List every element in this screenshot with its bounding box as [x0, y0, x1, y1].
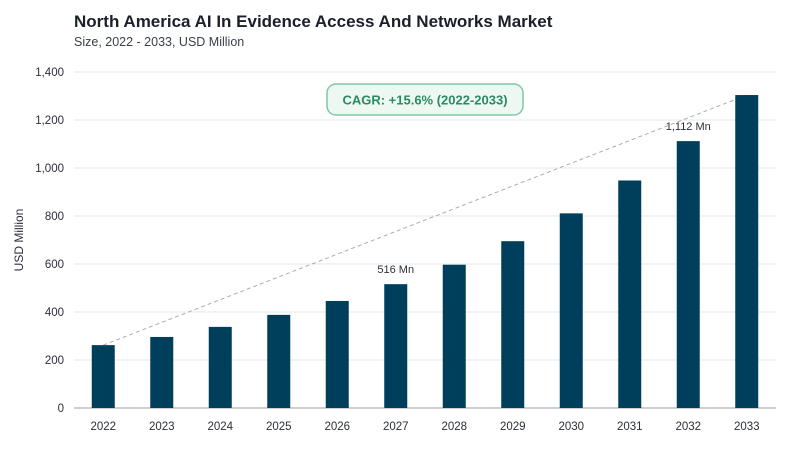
y-tick-label: 0 — [58, 403, 64, 415]
bar-2028 — [442, 264, 466, 408]
x-tick-label: 2031 — [617, 421, 643, 433]
trend-line-group — [103, 94, 747, 346]
x-tick-label: 2033 — [734, 421, 760, 433]
bar-2030 — [559, 213, 583, 408]
chart-title: North America AI In Evidence Access And … — [74, 12, 553, 31]
x-tick-label: 2024 — [207, 421, 233, 433]
y-tick-label: 1,200 — [35, 115, 64, 127]
gridlines — [74, 71, 776, 409]
cagr-annotation: CAGR: +15.6% (2022-2033) — [326, 83, 524, 116]
y-tick-label: 400 — [45, 307, 64, 319]
y-axis-ticks: 0 200 400 600 800 1,000 1,200 1,400 — [35, 67, 64, 415]
x-tick-label: 2026 — [324, 421, 350, 433]
bar-2029 — [501, 241, 525, 408]
x-tick-label: 2032 — [675, 421, 701, 433]
bar-2023 — [150, 336, 174, 408]
y-tick-label: 600 — [45, 259, 64, 271]
bar-2024 — [208, 326, 232, 408]
x-tick-label: 2023 — [149, 421, 175, 433]
bar-2026 — [325, 300, 349, 408]
data-labels: 516 Mn 1,112 Mn — [377, 121, 710, 276]
x-tick-label: 2022 — [90, 421, 116, 433]
x-tick-label: 2029 — [500, 421, 526, 433]
y-tick-label: 1,000 — [35, 163, 64, 175]
x-tick-label: 2028 — [441, 421, 467, 433]
x-tick-label: 2030 — [558, 421, 584, 433]
bars — [91, 95, 759, 408]
x-axis-ticks: 2022 2023 2024 2025 2026 2027 2028 2029 2030 2031… — [90, 421, 759, 433]
bar-2033 — [735, 95, 759, 408]
trend-line — [103, 94, 747, 346]
chart-subtitle: Size, 2022 - 2033, USD Million — [74, 35, 245, 49]
y-axis-label: USD Million — [12, 209, 26, 272]
bar-2027 — [384, 284, 408, 408]
x-tick-label: 2025 — [266, 421, 292, 433]
bar-2031 — [618, 180, 642, 408]
cagr-text: CAGR: +15.6% (2022-2033) — [342, 93, 507, 108]
y-tick-label: 800 — [45, 211, 64, 223]
data-label: 516 Mn — [377, 264, 414, 276]
y-tick-label: 1,400 — [35, 67, 64, 79]
bar-2032 — [676, 141, 700, 408]
x-tick-label: 2027 — [383, 421, 409, 433]
bar-2025 — [267, 314, 291, 408]
data-label: 1,112 Mn — [666, 121, 711, 133]
bar-2022 — [91, 345, 115, 408]
y-tick-label: 200 — [45, 355, 64, 367]
cagr-badge — [326, 83, 524, 116]
